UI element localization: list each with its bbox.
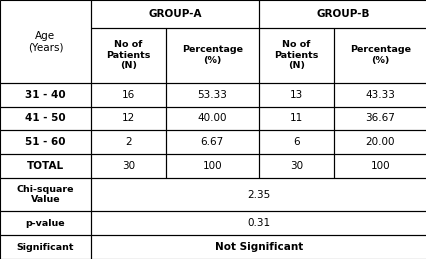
- Text: 0.31: 0.31: [247, 218, 270, 228]
- Text: GROUP-B: GROUP-B: [316, 9, 369, 19]
- Bar: [91, 178, 426, 211]
- Bar: [0, 211, 91, 235]
- Bar: [258, 106, 333, 130]
- Text: Significant: Significant: [17, 243, 74, 251]
- Bar: [0, 0, 91, 83]
- Bar: [91, 83, 165, 106]
- Text: Percentage
(%): Percentage (%): [349, 46, 410, 65]
- Text: 40.00: 40.00: [197, 113, 227, 124]
- Text: 12: 12: [121, 113, 135, 124]
- Text: Percentage
(%): Percentage (%): [181, 46, 242, 65]
- Bar: [165, 154, 258, 178]
- Text: 20.00: 20.00: [365, 137, 394, 147]
- Text: 51 - 60: 51 - 60: [25, 137, 66, 147]
- Text: 16: 16: [121, 90, 135, 100]
- Bar: [165, 28, 258, 83]
- Bar: [165, 106, 258, 130]
- Bar: [258, 28, 333, 83]
- Bar: [91, 0, 258, 28]
- Text: Age
(Years): Age (Years): [28, 31, 63, 52]
- Bar: [91, 211, 426, 235]
- Bar: [258, 130, 333, 154]
- Bar: [0, 154, 91, 178]
- Bar: [258, 0, 426, 28]
- Bar: [333, 106, 426, 130]
- Text: TOTAL: TOTAL: [27, 161, 64, 171]
- Bar: [258, 154, 333, 178]
- Bar: [333, 28, 426, 83]
- Bar: [0, 106, 91, 130]
- Text: 31 - 40: 31 - 40: [25, 90, 66, 100]
- Text: 2: 2: [125, 137, 131, 147]
- Text: No of
Patients
(N): No of Patients (N): [106, 40, 150, 70]
- Bar: [333, 83, 426, 106]
- Bar: [165, 130, 258, 154]
- Text: 43.33: 43.33: [365, 90, 394, 100]
- Text: 100: 100: [370, 161, 389, 171]
- Text: 2.35: 2.35: [247, 190, 270, 200]
- Text: 6: 6: [292, 137, 299, 147]
- Bar: [0, 83, 91, 106]
- Bar: [91, 235, 426, 259]
- Text: Chi-square
Value: Chi-square Value: [17, 185, 74, 204]
- Bar: [0, 235, 91, 259]
- Bar: [91, 28, 165, 83]
- Bar: [258, 83, 333, 106]
- Text: 30: 30: [289, 161, 302, 171]
- Bar: [91, 154, 165, 178]
- Text: 41 - 50: 41 - 50: [25, 113, 66, 124]
- Text: 13: 13: [289, 90, 302, 100]
- Bar: [91, 130, 165, 154]
- Text: Not Significant: Not Significant: [214, 242, 302, 252]
- Text: 36.67: 36.67: [365, 113, 394, 124]
- Bar: [165, 83, 258, 106]
- Text: 53.33: 53.33: [197, 90, 227, 100]
- Bar: [333, 154, 426, 178]
- Bar: [91, 106, 165, 130]
- Text: No of
Patients
(N): No of Patients (N): [273, 40, 318, 70]
- Text: 6.67: 6.67: [200, 137, 224, 147]
- Bar: [0, 178, 91, 211]
- Bar: [333, 130, 426, 154]
- Text: GROUP-A: GROUP-A: [148, 9, 201, 19]
- Text: p-value: p-value: [26, 219, 65, 228]
- Text: 11: 11: [289, 113, 302, 124]
- Text: 100: 100: [202, 161, 222, 171]
- Bar: [0, 130, 91, 154]
- Text: 30: 30: [121, 161, 135, 171]
